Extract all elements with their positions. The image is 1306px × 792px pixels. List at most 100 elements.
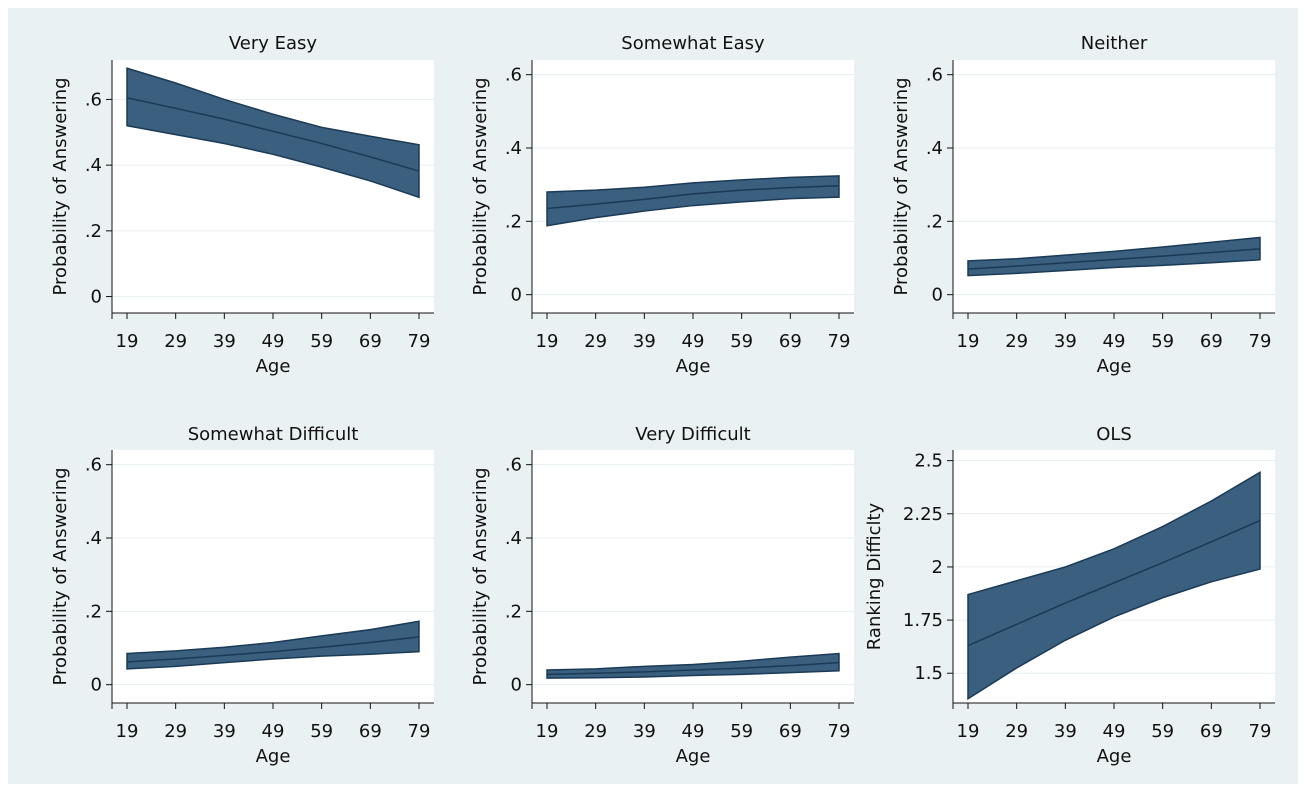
x-axis-title: Age (676, 746, 711, 767)
x-tick-label: 39 (1054, 331, 1077, 352)
x-tick-label: 59 (310, 721, 333, 742)
x-tick-label: 59 (1151, 721, 1174, 742)
y-axis-title: Probability of Answering (50, 467, 71, 685)
y-tick-label: .4 (926, 138, 943, 159)
x-tick-label: 79 (1249, 721, 1272, 742)
y-tick-label: .6 (926, 65, 943, 86)
x-tick-label: 79 (828, 331, 851, 352)
estimate-line (967, 519, 1261, 647)
confidence-band (126, 67, 420, 199)
y-tick-label: 2.25 (903, 504, 943, 525)
x-tick-label: 79 (1249, 331, 1272, 352)
x-tick-label: 79 (408, 721, 431, 742)
y-tick-label: 0 (932, 285, 943, 306)
confidence-band (967, 236, 1261, 277)
x-axis-title: Age (256, 746, 291, 767)
plot-area (953, 60, 1275, 313)
y-tick-label: .6 (505, 65, 522, 86)
y-tick-label: .4 (505, 528, 522, 549)
x-tick-label: 79 (408, 331, 431, 352)
x-tick-label: 49 (262, 331, 285, 352)
x-tick-label: 49 (682, 331, 705, 352)
x-axis-title: Age (1097, 746, 1132, 767)
x-tick-label: 29 (584, 721, 607, 742)
x-tick-label: 39 (213, 331, 236, 352)
y-axis-title: Probability of Answering (470, 467, 491, 685)
x-tick-label: 69 (1200, 721, 1223, 742)
x-tick-label: 19 (116, 331, 139, 352)
x-tick-label: 19 (957, 331, 980, 352)
x-tick-label: 19 (957, 721, 980, 742)
y-tick-label: .2 (505, 211, 522, 232)
estimate-line (126, 97, 420, 172)
estimate-line (967, 248, 1261, 270)
estimate-line (126, 636, 420, 663)
y-tick-label: 2 (932, 557, 943, 578)
x-tick-label: 19 (536, 721, 559, 742)
x-tick-label: 59 (730, 331, 753, 352)
x-tick-label: 69 (1200, 331, 1223, 352)
panel-title: Very Easy (229, 33, 318, 54)
x-tick-label: 59 (730, 721, 753, 742)
y-tick-label: .6 (85, 89, 102, 110)
y-tick-label: .6 (85, 455, 102, 476)
y-tick-label: 1.5 (914, 663, 943, 684)
x-tick-label: 39 (1054, 721, 1077, 742)
chart-panel: 0 .2 .4 .6 19 29 39 49 59 69 79 Very Easy Age Probabi… (50, 33, 434, 377)
panel-title: Somewhat Easy (621, 33, 765, 54)
x-axis-title: Age (676, 356, 711, 377)
x-tick-label: 39 (633, 331, 656, 352)
x-tick-label: 19 (536, 331, 559, 352)
chart-panel: 0 .2 .4 .6 19 29 39 49 59 69 79 Somewhat Difficult A… (50, 424, 434, 767)
y-tick-label: .6 (505, 455, 522, 476)
x-tick-label: 69 (359, 331, 382, 352)
x-tick-label: 69 (779, 331, 802, 352)
x-tick-label: 29 (164, 331, 187, 352)
y-tick-label: .2 (85, 601, 102, 622)
y-tick-label: .2 (85, 221, 102, 242)
estimate-line (546, 185, 840, 210)
chart-panels: 0 .2 .4 .6 19 29 39 49 59 69 79 Very Easy Age Probabi… (50, 33, 1275, 767)
panel-title: Very Difficult (635, 424, 750, 445)
y-axis-title: Probability of Answering (50, 77, 71, 295)
x-axis-title: Age (1097, 356, 1132, 377)
chart-panel: 0 .2 .4 .6 19 29 39 49 59 69 79 Neither Age Probabili… (891, 33, 1275, 377)
x-tick-label: 49 (1103, 721, 1126, 742)
panel-title: Neither (1081, 33, 1148, 54)
x-tick-label: 39 (213, 721, 236, 742)
y-tick-label: 1.75 (903, 610, 943, 631)
x-tick-label: 69 (359, 721, 382, 742)
y-tick-label: 0 (91, 675, 102, 696)
x-tick-label: 49 (1103, 331, 1126, 352)
y-tick-label: 2.5 (914, 451, 943, 472)
x-tick-label: 49 (262, 721, 285, 742)
x-axis-title: Age (256, 356, 291, 377)
x-tick-label: 29 (1005, 721, 1028, 742)
panel-title: Somewhat Difficult (188, 424, 359, 445)
y-tick-label: 0 (511, 285, 522, 306)
x-tick-label: 79 (828, 721, 851, 742)
y-tick-label: .2 (505, 601, 522, 622)
confidence-band (967, 471, 1261, 701)
y-axis-title: Probability of Answering (891, 77, 912, 295)
x-tick-label: 29 (584, 331, 607, 352)
x-tick-label: 69 (779, 721, 802, 742)
y-axis-title: Probability of Answering (470, 77, 491, 295)
y-axis-title: Ranking Difficlty (864, 502, 885, 650)
chart-panel: 0 .2 .4 .6 19 29 39 49 59 69 79 Very Difficult Age Pr… (470, 424, 854, 767)
y-tick-label: 0 (511, 675, 522, 696)
y-tick-label: .4 (505, 138, 522, 159)
x-tick-label: 29 (164, 721, 187, 742)
estimate-line (546, 661, 840, 676)
x-tick-label: 39 (633, 721, 656, 742)
chart-panel: 0 .2 .4 .6 19 29 39 49 59 69 79 Somewhat Easy Age Pro… (470, 33, 854, 377)
y-tick-label: .2 (926, 211, 943, 232)
y-tick-label: .4 (85, 528, 102, 549)
y-tick-label: .4 (85, 155, 102, 176)
x-tick-label: 59 (1151, 331, 1174, 352)
y-tick-label: 0 (91, 287, 102, 308)
x-tick-label: 59 (310, 331, 333, 352)
x-tick-label: 49 (682, 721, 705, 742)
panel-title: OLS (1096, 424, 1132, 445)
